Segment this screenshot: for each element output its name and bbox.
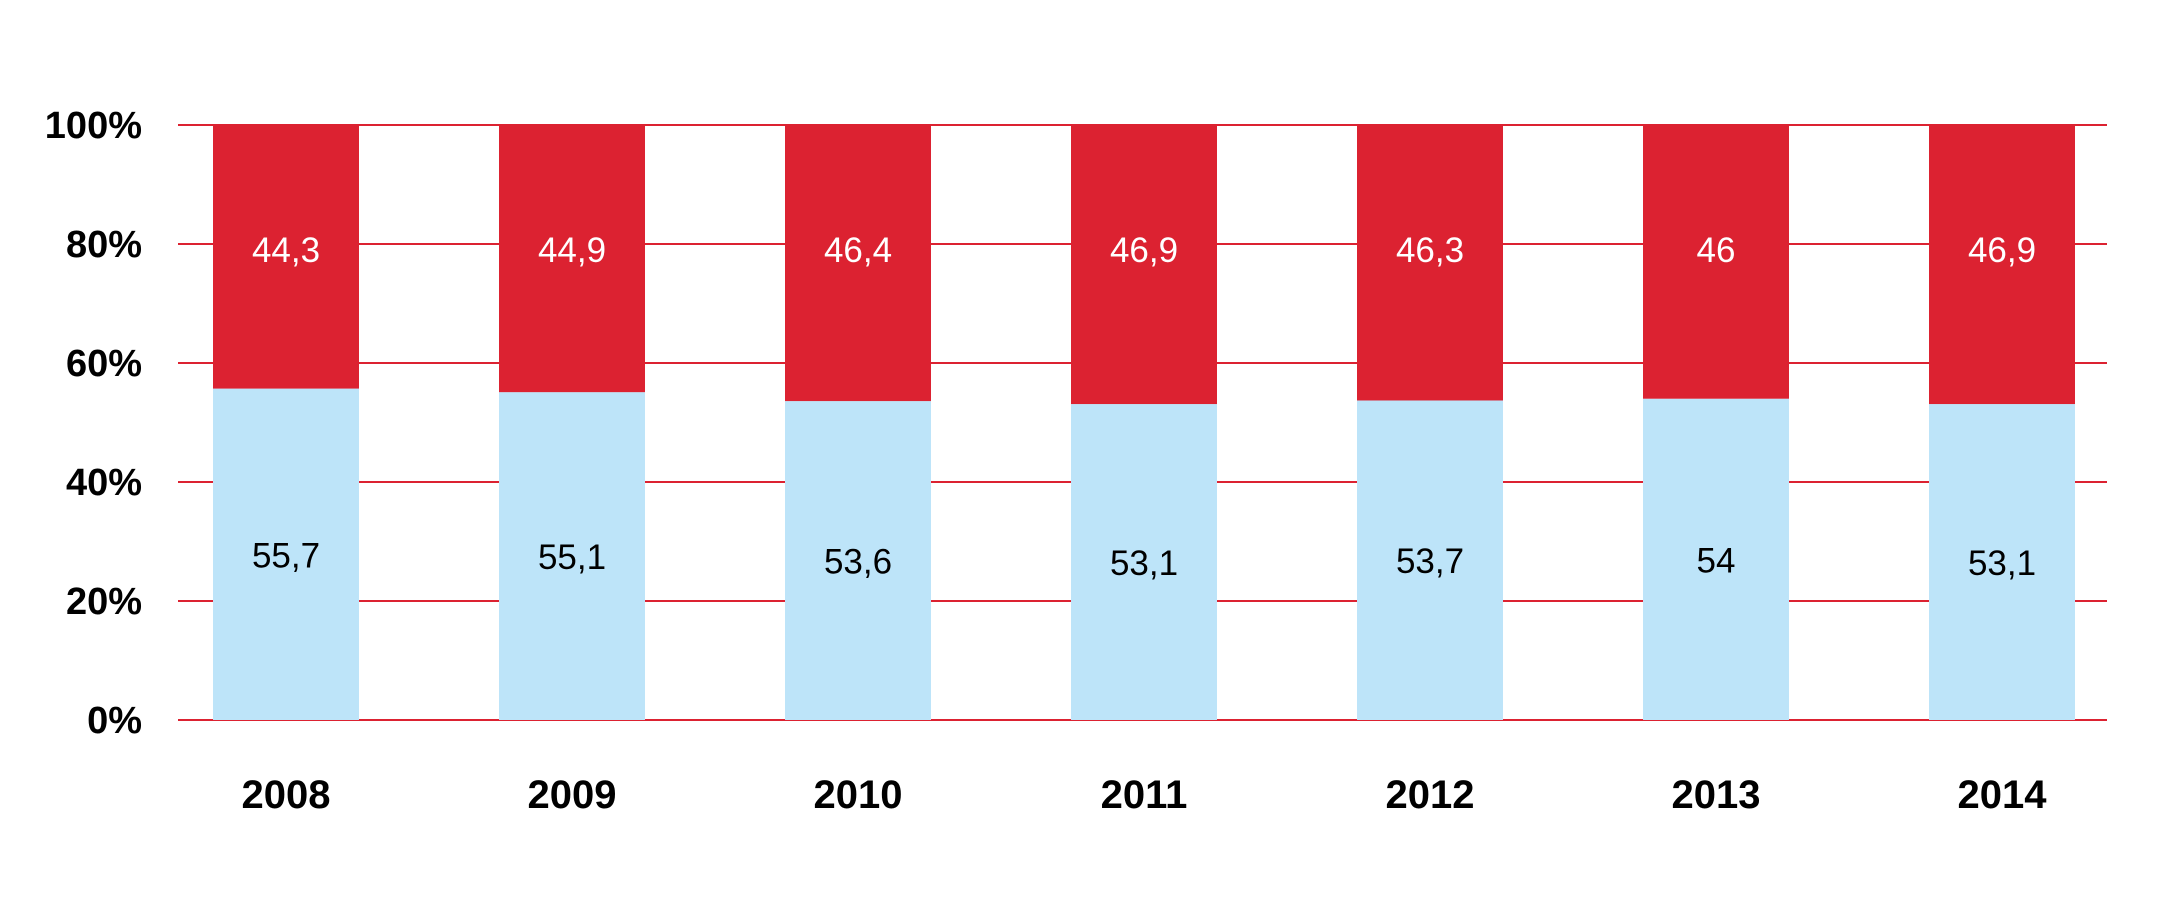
bar-segment-top <box>1929 125 2075 405</box>
data-label: 46 <box>1697 231 1736 270</box>
x-tick-label: 2012 <box>1386 773 1475 817</box>
data-label: 44,3 <box>252 231 320 270</box>
y-tick-label: 0% <box>87 700 142 742</box>
data-label: 44,9 <box>538 231 606 270</box>
data-label: 46,4 <box>824 231 892 270</box>
x-tick-label: 2009 <box>528 773 617 817</box>
x-tick-label: 2011 <box>1101 773 1188 817</box>
x-tick-label: 2010 <box>814 773 903 817</box>
data-label: 53,6 <box>824 543 892 582</box>
x-tick-label: 2008 <box>242 773 331 817</box>
bar-segment-bottom <box>1643 398 1789 720</box>
y-tick-label: 40% <box>66 462 142 504</box>
y-tick-label: 80% <box>66 224 142 266</box>
bar-segment-bottom <box>785 401 931 720</box>
data-label: 55,7 <box>252 536 320 575</box>
bar-segment-bottom <box>499 392 645 720</box>
bar-segment-top <box>213 125 359 389</box>
y-tick-label: 60% <box>66 343 142 385</box>
data-label: 54 <box>1697 541 1736 580</box>
data-label: 53,1 <box>1110 544 1178 583</box>
y-tick-label: 20% <box>66 581 142 623</box>
data-label: 46,9 <box>1968 231 2036 270</box>
data-labels: 55,7 44,3 55,1 44,9 53,6 46,4 53,1 46,9 53,7 46,3… <box>252 231 2036 583</box>
bar-segment-top <box>1357 125 1503 401</box>
data-label: 53,7 <box>1396 542 1464 581</box>
bar-segment-bottom <box>1929 404 2075 720</box>
x-tick-label: 2014 <box>1958 773 2048 817</box>
bar-segment-top <box>499 125 645 393</box>
data-label: 55,1 <box>538 538 606 577</box>
bar-segment-top <box>1071 125 1217 405</box>
data-label: 53,1 <box>1968 544 2036 583</box>
data-label: 46,9 <box>1110 231 1178 270</box>
data-label: 46,3 <box>1396 231 1464 270</box>
y-tick-label: 100% <box>45 105 142 147</box>
bar-segment-top <box>785 125 931 402</box>
bar-segment-bottom <box>1357 400 1503 720</box>
bar-segment-top <box>1643 125 1789 399</box>
x-axis-ticks: 2008 2009 2010 2011 2012 2013 2014 <box>242 773 2048 817</box>
bar-segment-bottom <box>1071 404 1217 720</box>
bars <box>213 125 2075 720</box>
bar-segment-bottom <box>213 388 359 720</box>
y-axis-ticks: 0% 20% 40% 60% 80% 100% <box>45 105 142 742</box>
x-tick-label: 2013 <box>1672 773 1761 817</box>
